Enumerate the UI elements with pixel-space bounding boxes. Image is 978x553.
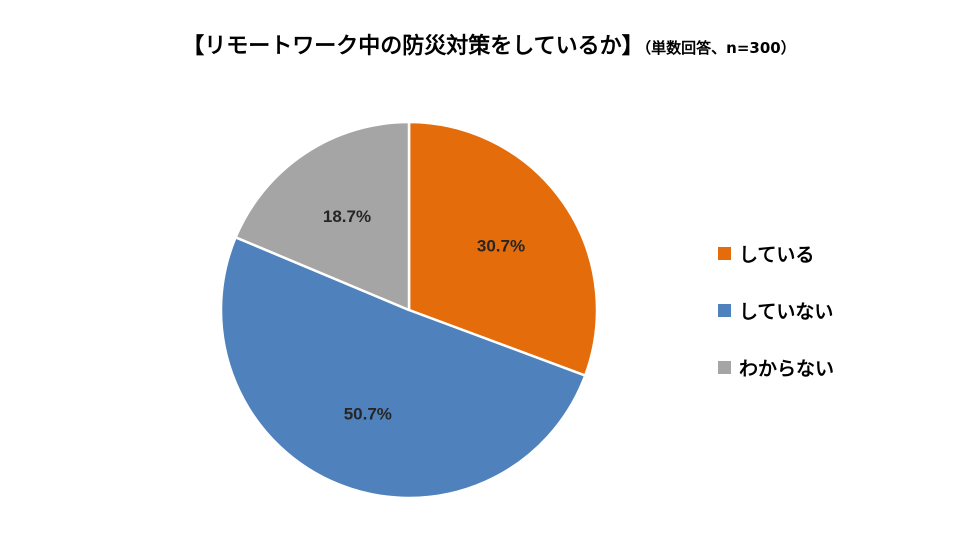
pie-slice-0 [407,120,599,377]
pie-slice-1 [219,236,587,500]
pie-data-label-1: 50.7% [344,405,392,424]
legend-label-0: している [739,243,815,266]
legend-label-2: わからない [739,357,835,380]
chart-legend: している していない わからない [718,238,834,409]
pie-slice-2 [234,120,411,312]
legend-swatch-1 [718,303,731,317]
legend-item-2: わからない [718,352,834,382]
legend-item-1: していない [718,295,834,325]
legend-swatch-2 [718,360,731,374]
legend-swatch-0 [718,246,731,260]
chart-title: 【リモートワーク中の防災対策をしているか】（単数回答、n=300） [0,28,978,60]
chart-subtitle: （単数回答、n=300） [643,39,796,57]
pie-data-label-2: 18.7% [323,207,371,226]
pie-data-label-0: 30.7% [477,237,525,256]
legend-item-0: している [718,238,834,268]
chart-title-main: 【リモートワーク中の防災対策をしているか】 [182,34,644,59]
legend-label-1: していない [739,300,834,323]
